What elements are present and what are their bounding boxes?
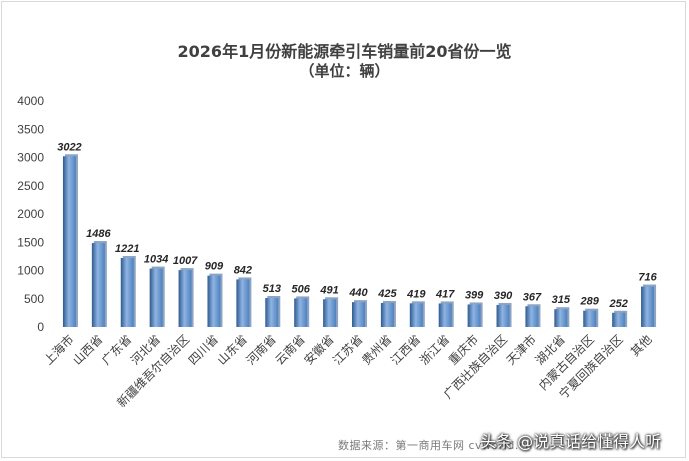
y-tick-label: 1500 <box>17 235 44 249</box>
data-label: 390 <box>494 290 513 302</box>
bar <box>91 243 105 327</box>
data-label: 252 <box>608 298 627 310</box>
x-tick-label: 其他 <box>628 332 655 359</box>
x-tick-label: 贵州省 <box>359 332 394 367</box>
chart-subtitle: （单位：辆） <box>299 62 390 80</box>
data-label: 367 <box>523 291 542 303</box>
data-label: 315 <box>552 294 571 306</box>
bar <box>554 309 568 327</box>
data-label: 1034 <box>144 254 168 266</box>
data-label: 1221 <box>115 243 139 255</box>
x-tick-label: 安徽省 <box>301 332 337 368</box>
data-label: 1007 <box>173 255 198 267</box>
bar <box>438 303 452 327</box>
bar <box>149 268 163 327</box>
bar <box>323 299 337 327</box>
bar <box>583 310 597 327</box>
data-label: 513 <box>263 283 281 295</box>
bar <box>62 156 76 327</box>
bar <box>525 306 539 327</box>
bar <box>352 302 365 327</box>
y-tick-label: 0 <box>37 320 44 334</box>
bar <box>612 312 626 327</box>
bar <box>641 286 655 327</box>
source-watermark: 数据来源：第一商用车网 cvworld.cn <box>338 439 533 452</box>
bar <box>207 275 221 327</box>
y-tick-label: 2500 <box>17 179 44 193</box>
data-label: 399 <box>465 289 484 301</box>
data-label: 289 <box>580 296 600 308</box>
x-tick-label: 广东省 <box>99 332 134 367</box>
chart-title: 2026年1月份新能源牵引车销量前20省份一览 <box>177 42 512 61</box>
data-label: 440 <box>348 287 368 299</box>
bar <box>236 279 250 327</box>
x-tick-label: 四川省 <box>186 332 221 367</box>
data-label: 419 <box>406 288 426 300</box>
data-label: 425 <box>377 288 397 300</box>
data-label: 1486 <box>86 228 111 240</box>
data-label: 909 <box>205 261 224 273</box>
data-label: 716 <box>638 272 657 284</box>
y-tick-label: 2000 <box>17 207 44 221</box>
x-tick-label: 天津市 <box>503 332 539 368</box>
x-tick-label: 山东省 <box>215 332 250 367</box>
x-tick-label: 上海市 <box>41 332 77 368</box>
bar <box>294 298 308 327</box>
brand-watermark: 头条 @说真话给懂得人听 <box>480 432 662 451</box>
x-tick-label: 浙江省 <box>417 332 452 367</box>
bars-group <box>62 154 657 327</box>
data-labels-group: 3022 1486 1221 1034 1007 909 842 513 506 491 440 42… <box>57 141 657 310</box>
y-tick-label: 4000 <box>17 94 44 108</box>
x-tick-label: 江西省 <box>388 332 423 367</box>
bar <box>409 303 423 327</box>
bar <box>265 298 279 327</box>
bar <box>178 270 192 327</box>
y-axis: 0 500 1000 1500 2000 2500 3000 3500 4000 <box>17 94 44 334</box>
bar <box>467 304 481 327</box>
x-tick-label: 河南省 <box>243 332 279 368</box>
y-tick-label: 1000 <box>17 264 44 278</box>
data-label: 506 <box>292 283 311 295</box>
y-tick-label: 500 <box>24 292 44 306</box>
x-tick-labels-group: 上海市山西省广东省河北省新疆维吾尔自治区四川省山东省河南省云南省安徽省江苏省贵州… <box>41 332 655 410</box>
data-label: 491 <box>319 284 338 296</box>
bar <box>496 304 510 327</box>
x-tick-label: 江苏省 <box>330 332 365 367</box>
x-tick-label: 云南省 <box>272 332 308 368</box>
data-label: 3022 <box>57 141 81 153</box>
y-tick-label: 3500 <box>17 122 44 136</box>
bar <box>380 302 394 327</box>
y-tick-label: 3000 <box>17 151 44 165</box>
bar <box>120 258 134 327</box>
x-tick-label: 山西省 <box>70 332 105 367</box>
data-label: 842 <box>234 264 252 276</box>
data-label: 417 <box>435 288 455 300</box>
